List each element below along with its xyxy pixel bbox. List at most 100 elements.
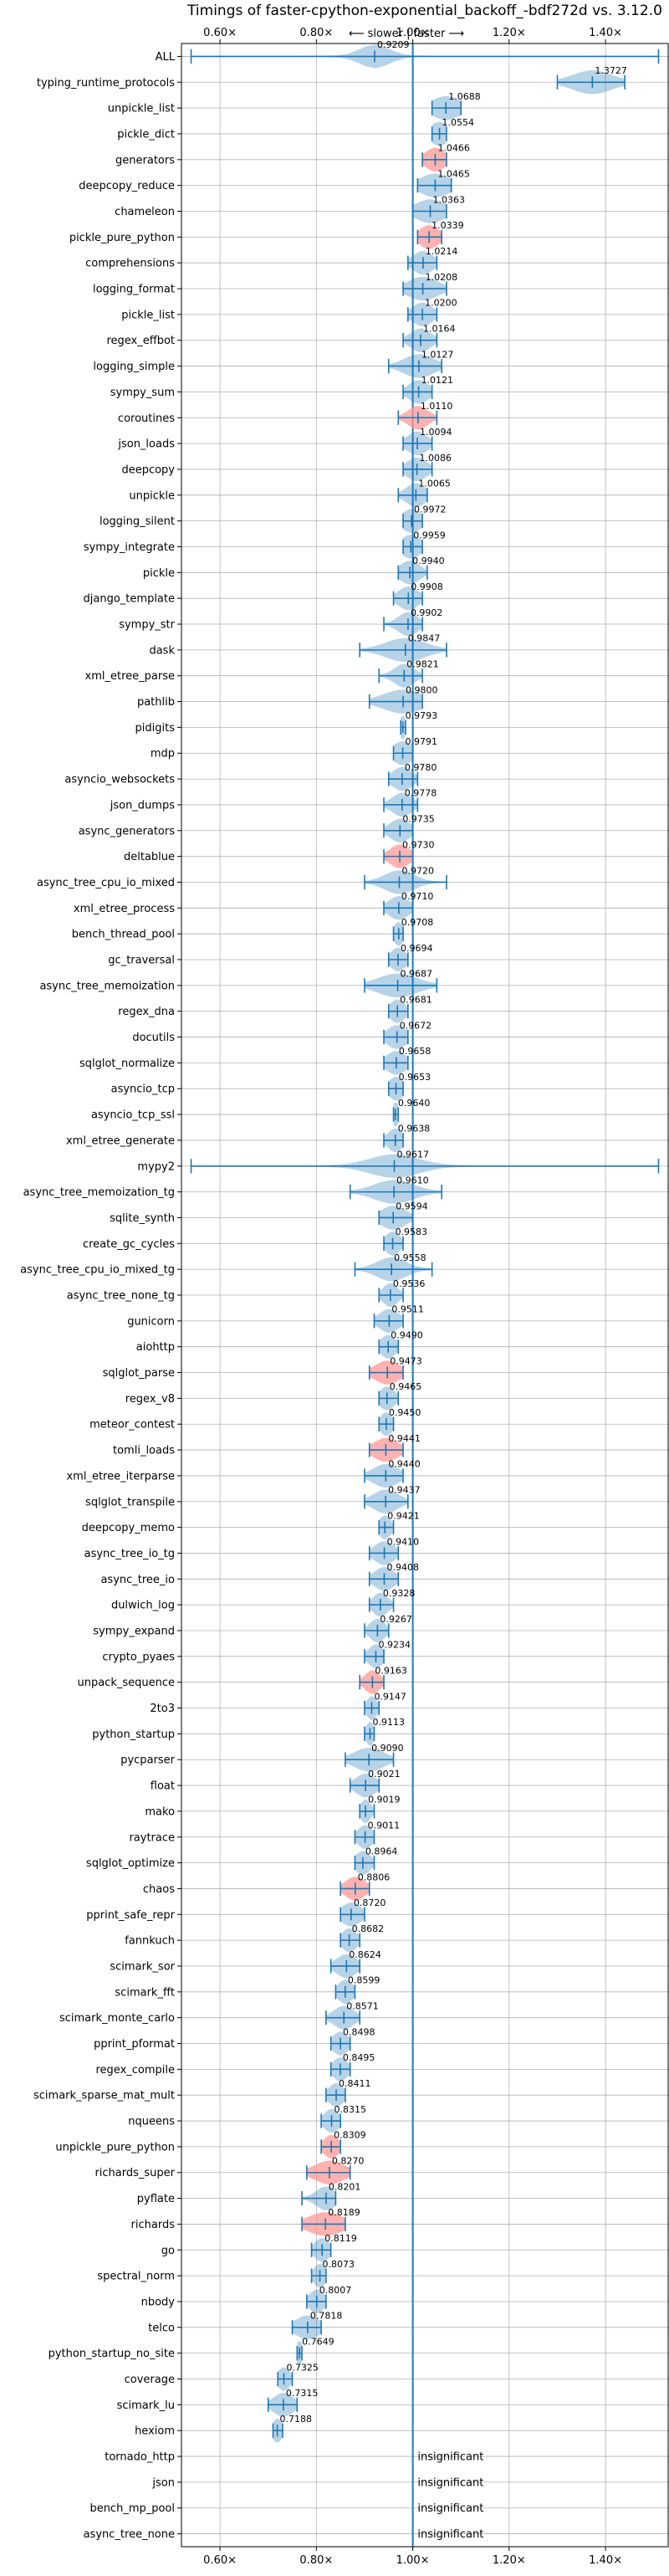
value-label: 1.0094 (420, 427, 452, 438)
plot-frame (181, 43, 669, 2548)
violin-layer (190, 44, 660, 2547)
benchmark-label: async_tree_none_tg (67, 1290, 175, 1303)
benchmark-label: chaos (143, 1883, 175, 1896)
benchmark-label: tomli_loads (113, 1445, 175, 1457)
benchmark-label: asyncio_tcp (111, 1083, 175, 1096)
benchmark-label: nqueens (128, 2116, 175, 2128)
benchmark-label: deepcopy_memo (82, 1522, 175, 1534)
value-label: 0.8806 (358, 1872, 391, 1882)
value-label: 0.8201 (329, 2181, 361, 2192)
benchmark-label: go (161, 2245, 175, 2257)
value-label: 0.9940 (412, 556, 444, 566)
value-label: 0.9328 (383, 1588, 416, 1599)
x-tick-label: 1.20× (493, 2554, 526, 2567)
benchmark-label: mdp (151, 748, 175, 761)
value-label: 0.9908 (411, 581, 443, 592)
value-label: 0.9410 (387, 1536, 420, 1547)
value-label: 0.9791 (406, 736, 437, 747)
benchmark-label: ALL (156, 51, 176, 64)
value-label: 0.9511 (391, 1304, 424, 1315)
value-label: 0.8495 (343, 2052, 375, 2063)
value-label: 0.9536 (393, 1278, 426, 1289)
benchmark-label: typing_runtime_protocols (37, 77, 175, 90)
benchmark-label: dask (149, 644, 175, 657)
value-label: 0.9163 (375, 1665, 407, 1676)
insignificant-label: insignificant (417, 2476, 483, 2489)
value-label: 1.0200 (425, 298, 457, 309)
benchmark-label: scimark_monte_carlo (59, 2012, 175, 2025)
benchmark-label: sqlglot_parse (103, 1367, 175, 1380)
value-label: 0.8073 (323, 2259, 355, 2270)
benchmark-label: unpickle_pure_python (55, 2141, 175, 2153)
benchmark-label: sympy_str (119, 619, 175, 632)
benchmark-label: deltablue (124, 851, 175, 863)
value-label: 0.9473 (390, 1355, 422, 1366)
value-label: 0.7188 (280, 2414, 313, 2425)
value-label: 1.0688 (448, 91, 481, 102)
benchmark-label: crypto_pyaes (102, 1651, 175, 1663)
x-tick-label: 0.80× (299, 27, 333, 39)
value-label: 0.8309 (334, 2130, 366, 2141)
benchmark-label: raytrace (129, 1831, 175, 1844)
value-label: 0.9687 (401, 969, 433, 980)
benchmark-label: unpack_sequence (77, 1677, 175, 1689)
benchmark-label: json_loads (117, 438, 175, 451)
benchmark-label: coroutines (118, 412, 175, 425)
benchmark-label: async_tree_memoization_tg (23, 1186, 175, 1199)
value-label: 1.0466 (437, 143, 470, 154)
benchmark-label: unpickle (129, 489, 175, 502)
benchmark-label: xml_etree_process (74, 903, 175, 915)
value-label: 0.9267 (380, 1614, 412, 1625)
benchmark-label: generators (115, 154, 175, 166)
value-label: 0.9490 (391, 1330, 423, 1341)
benchmark-label: regex_dna (118, 1006, 175, 1018)
benchmark-label: xml_etree_iterparse (66, 1470, 175, 1483)
value-label: 0.9465 (390, 1381, 422, 1392)
benchmark-label: logging_simple (93, 361, 175, 373)
value-label: 0.9658 (399, 1046, 432, 1057)
x-tick-label: 1.20× (493, 27, 526, 39)
x-tick-label: 1.40× (589, 27, 622, 39)
value-label: 1.0214 (426, 246, 458, 257)
value-label: 0.9902 (411, 607, 442, 618)
value-label: 0.9610 (396, 1175, 429, 1186)
benchmark-label: bench_thread_pool (72, 929, 175, 941)
x-tick-label: 0.80× (299, 2554, 333, 2567)
value-label: 0.9441 (388, 1433, 421, 1444)
value-label: 0.9681 (400, 995, 432, 1006)
benchmark-label: pickle_pure_python (69, 232, 175, 244)
value-label: 0.8599 (348, 1975, 380, 1986)
value-label: 1.0121 (421, 375, 454, 386)
benchmark-label: create_gc_cycles (83, 1238, 175, 1251)
benchmark-label: tornado_http (105, 2451, 175, 2464)
benchmark-label: regex_v8 (125, 1393, 175, 1406)
benchmark-label: telco (148, 2322, 175, 2334)
value-label: 0.8189 (328, 2207, 360, 2218)
benchmark-label: nbody (141, 2296, 176, 2308)
value-label: 1.0086 (420, 453, 452, 463)
value-label: 1.0208 (426, 272, 458, 283)
value-label: 0.9450 (389, 1407, 421, 1418)
grid-layer (177, 39, 668, 2551)
value-label: 1.0554 (442, 117, 475, 128)
chart-title: Timings of faster-cpython-exponential_ba… (186, 3, 662, 19)
benchmark-label: async_tree_cpu_io_mixed (37, 877, 175, 889)
value-label: 0.8682 (352, 1923, 385, 1934)
benchmark-label: asyncio_websockets (64, 774, 175, 786)
benchmark-label: meteor_contest (89, 1419, 175, 1431)
benchmark-label: pycparser (120, 1754, 175, 1767)
benchmark-label: richards (131, 2219, 176, 2231)
benchmark-label: pprint_pformat (94, 2038, 175, 2051)
value-label: 0.9778 (405, 788, 437, 799)
benchmark-label: logging_format (93, 284, 175, 296)
benchmark-label: unpickle_list (108, 103, 175, 115)
value-label: 1.3727 (595, 65, 627, 76)
benchmark-label: coverage (125, 2374, 175, 2386)
value-label: 0.9800 (406, 684, 438, 695)
benchmark-label: pickle_dict (117, 128, 175, 141)
value-label: 0.9617 (397, 1150, 430, 1160)
value-label: 0.9847 (408, 633, 440, 644)
value-label: 0.9594 (396, 1201, 428, 1211)
value-label: 0.7649 (302, 2336, 334, 2347)
